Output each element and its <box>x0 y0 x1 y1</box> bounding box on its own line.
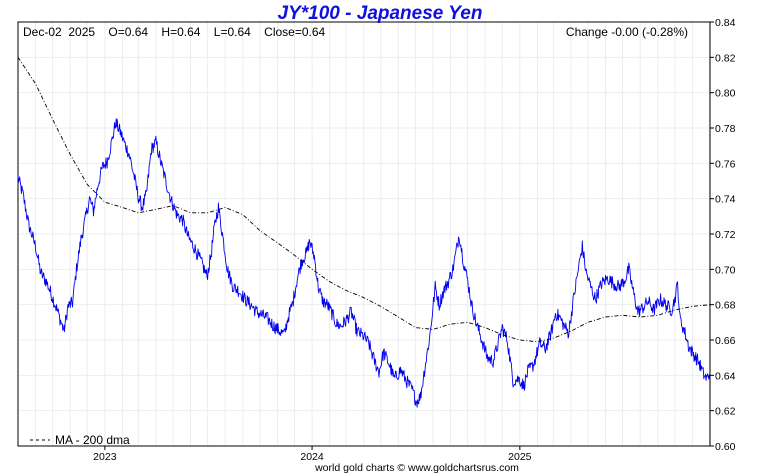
grid-layer <box>18 21 710 447</box>
legend-label-ma: MA - 200 dma <box>55 433 130 447</box>
x-tick-label: 2023 <box>93 451 117 463</box>
ma-200-series-line <box>17 57 711 343</box>
price-series-line <box>17 118 711 408</box>
ohlc-readout: Dec-02 2025 O=0.64 H=0.64 L=0.64 Close=0… <box>23 25 326 39</box>
y-tick-label: 0.76 <box>715 158 736 170</box>
y-tick-label: 0.80 <box>715 88 736 100</box>
y-tick-label: 0.68 <box>715 300 736 312</box>
y-tick-label: 0.70 <box>715 264 736 276</box>
chart-title: JY*100 - Japanese Yen <box>278 3 483 24</box>
y-tick-label: 0.82 <box>715 52 736 64</box>
x-axis: 2023 2024 2025 <box>93 446 532 463</box>
y-axis: 0.60 0.62 0.64 0.66 0.68 0.70 0.72 0.74 0.76 0.78… <box>710 17 736 453</box>
x-tick-label: 2025 <box>508 451 532 463</box>
y-tick-label: 0.62 <box>715 406 736 418</box>
x-tick-label: 2024 <box>300 451 324 463</box>
y-tick-label: 0.84 <box>715 17 736 29</box>
legend: MA - 200 dma <box>30 433 130 447</box>
y-tick-label: 0.74 <box>715 194 736 206</box>
series-layer <box>17 57 711 408</box>
y-tick-label: 0.78 <box>715 123 736 135</box>
y-tick-label: 0.72 <box>715 229 736 241</box>
source-credit: world gold charts © www.goldchartsrus.co… <box>314 462 519 474</box>
y-tick-label: 0.66 <box>715 335 736 347</box>
y-tick-label: 0.60 <box>715 441 736 453</box>
y-tick-label: 0.64 <box>715 370 736 382</box>
change-readout: Change -0.00 (-0.28%) <box>566 25 688 39</box>
